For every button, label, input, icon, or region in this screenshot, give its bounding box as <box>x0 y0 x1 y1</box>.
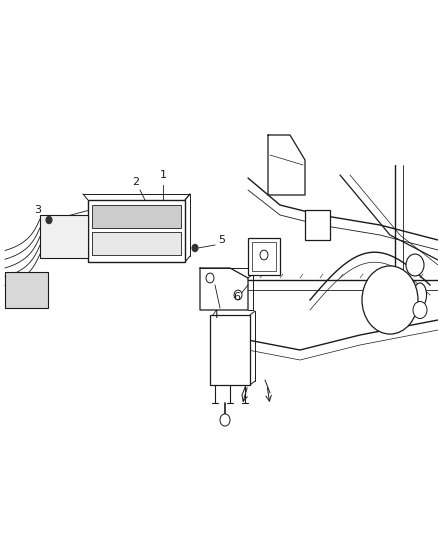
Text: 5: 5 <box>219 235 226 245</box>
Ellipse shape <box>413 283 427 307</box>
Bar <box>252 242 276 271</box>
Bar <box>305 210 330 240</box>
Circle shape <box>260 250 268 260</box>
Text: 2: 2 <box>132 177 140 187</box>
Bar <box>92 232 181 255</box>
Circle shape <box>220 414 230 426</box>
Circle shape <box>234 290 242 300</box>
Bar <box>248 238 280 275</box>
Bar <box>40 215 88 258</box>
Circle shape <box>206 273 214 283</box>
Circle shape <box>192 244 198 252</box>
Bar <box>5 272 48 308</box>
Circle shape <box>413 302 427 319</box>
Circle shape <box>362 266 418 334</box>
Text: 1: 1 <box>159 170 166 180</box>
Text: 6: 6 <box>233 292 240 302</box>
Bar <box>88 200 185 262</box>
Text: 3: 3 <box>35 205 42 215</box>
Circle shape <box>406 254 424 276</box>
Bar <box>210 315 250 385</box>
Text: 4: 4 <box>212 310 219 320</box>
Bar <box>92 205 181 228</box>
Circle shape <box>46 216 52 224</box>
